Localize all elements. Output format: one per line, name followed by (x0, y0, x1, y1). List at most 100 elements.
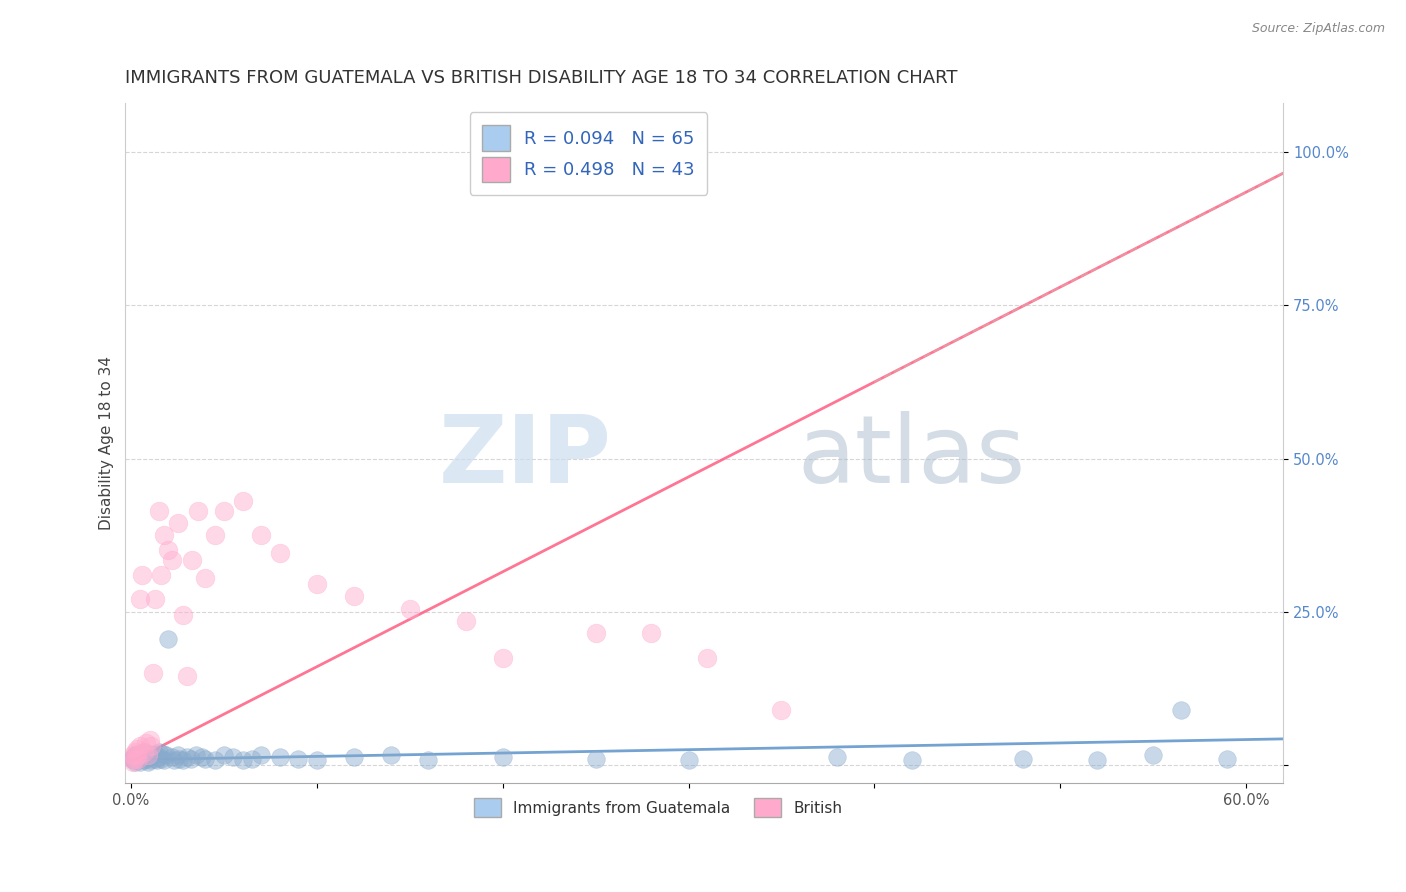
Point (127, 753, 149, 767)
Point (160, 750, 183, 764)
Point (129, 739, 152, 754)
Point (640, 626, 662, 640)
Point (696, 650, 718, 665)
Point (900, 753, 922, 767)
Text: IMMIGRANTS FROM GUATEMALA VS BRITISH DISABILITY AGE 18 TO 34 CORRELATION CHART: IMMIGRANTS FROM GUATEMALA VS BRITISH DIS… (125, 69, 957, 87)
Point (153, 528, 176, 542)
Point (122, 753, 145, 767)
Point (212, 748, 235, 763)
Point (132, 753, 155, 767)
Point (1170, 702, 1192, 716)
Point (131, 567, 153, 582)
Point (398, 601, 420, 615)
Point (287, 751, 309, 765)
Point (149, 567, 172, 582)
Point (148, 746, 170, 760)
Point (157, 632, 180, 647)
Point (138, 753, 160, 767)
Point (122, 755, 145, 769)
Point (250, 528, 273, 542)
Point (143, 751, 166, 765)
Point (380, 748, 402, 763)
Point (122, 750, 145, 764)
Point (250, 748, 273, 763)
Point (180, 751, 202, 765)
Point (492, 650, 515, 665)
Point (129, 748, 152, 763)
Point (138, 747, 160, 761)
Point (148, 503, 170, 517)
Point (1142, 748, 1164, 763)
Point (136, 755, 159, 769)
Point (305, 753, 328, 767)
Point (1216, 751, 1239, 765)
Point (163, 753, 186, 767)
Point (166, 516, 188, 530)
Point (194, 571, 217, 585)
Point (136, 748, 159, 763)
Point (1087, 753, 1109, 767)
Point (1012, 751, 1035, 765)
Point (172, 607, 194, 622)
Point (232, 494, 254, 508)
Point (124, 746, 146, 760)
Point (125, 748, 148, 763)
Text: Source: ZipAtlas.com: Source: ZipAtlas.com (1251, 22, 1385, 36)
Point (131, 747, 153, 761)
Point (343, 750, 366, 764)
Point (269, 750, 291, 764)
Point (149, 751, 172, 765)
Point (204, 528, 226, 542)
Point (152, 747, 174, 761)
Point (143, 747, 166, 761)
Point (153, 753, 176, 767)
Text: ZIP: ZIP (439, 411, 612, 503)
Point (143, 592, 166, 607)
Point (169, 751, 191, 765)
Point (129, 592, 152, 607)
Point (418, 753, 440, 767)
Point (131, 750, 153, 764)
Point (125, 742, 148, 756)
Point (176, 750, 198, 764)
Point (678, 753, 700, 767)
Point (160, 552, 183, 566)
Text: atlas: atlas (797, 411, 1025, 503)
Point (240, 751, 263, 765)
Point (136, 750, 159, 764)
Point (125, 747, 148, 761)
Point (181, 552, 204, 566)
Point (135, 751, 157, 765)
Point (125, 751, 148, 765)
Point (146, 753, 169, 767)
Point (127, 750, 149, 764)
Point (190, 750, 212, 764)
Point (132, 746, 155, 760)
Point (232, 753, 254, 767)
Point (141, 739, 163, 754)
Point (172, 753, 194, 767)
Point (138, 733, 160, 747)
Point (305, 577, 328, 591)
Point (127, 751, 149, 765)
Y-axis label: Disability Age 18 to 34: Disability Age 18 to 34 (100, 356, 114, 530)
Point (585, 751, 607, 765)
Point (770, 702, 793, 716)
Point (212, 503, 235, 517)
Point (269, 546, 291, 560)
Point (187, 503, 209, 517)
Point (142, 665, 165, 680)
Legend: Immigrants from Guatemala, British: Immigrants from Guatemala, British (468, 792, 848, 823)
Point (121, 751, 143, 765)
Point (132, 746, 155, 760)
Point (166, 748, 188, 763)
Point (343, 589, 366, 603)
Point (135, 736, 157, 750)
Point (124, 755, 146, 769)
Point (129, 755, 152, 769)
Point (135, 748, 157, 763)
Point (141, 750, 163, 764)
Point (148, 750, 170, 764)
Point (176, 669, 198, 683)
Point (157, 543, 180, 558)
